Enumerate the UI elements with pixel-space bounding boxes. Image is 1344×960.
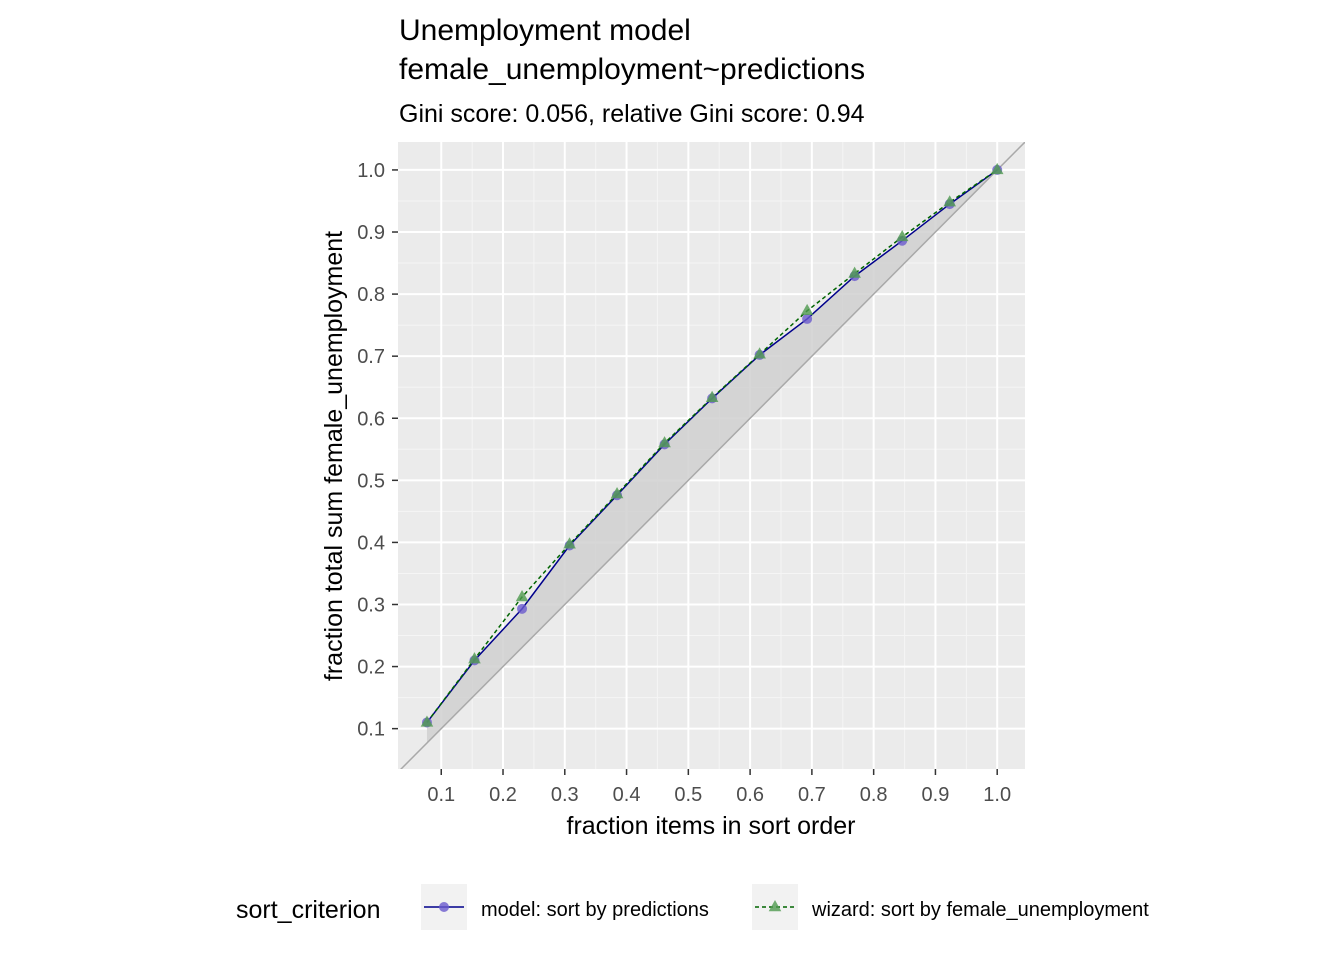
x-tick-label: 0.2: [489, 784, 517, 806]
chart-title-line-1: Unemployment model: [399, 14, 691, 47]
x-axis: 0.1 0.2 0.3 0.4 0.5 0.6 0.7 0.8 0.9 1.0: [427, 769, 1011, 806]
y-tick-label: 0.8: [357, 284, 385, 306]
x-tick-label: 0.4: [613, 784, 641, 806]
y-axis: 0.1 0.2 0.3 0.4 0.5 0.6 0.7 0.8 0.9 1.0: [357, 160, 398, 741]
legend-key-model-glyph: [424, 902, 464, 912]
x-tick-label: 0.3: [551, 784, 579, 806]
y-tick-label: 0.3: [357, 594, 385, 616]
chart-title-line-2: female_unemployment~predictions: [399, 53, 865, 86]
legend-key-wizard-glyph: [755, 900, 795, 912]
wizard-point: [895, 229, 909, 242]
x-tick-label: 1.0: [983, 784, 1011, 806]
wizard-point: [468, 652, 481, 664]
wizard-point: [943, 195, 956, 207]
y-tick-label: 0.2: [357, 657, 385, 679]
wizard-point: [515, 590, 529, 602]
x-tick-label: 0.7: [798, 784, 826, 806]
wizard-point: [753, 347, 766, 359]
y-tick-label: 0.7: [357, 346, 385, 368]
x-tick-label: 0.1: [427, 784, 455, 806]
wizard-point: [800, 303, 814, 316]
y-tick-label: 0.6: [357, 408, 385, 430]
wizard-point: [610, 486, 624, 499]
y-tick-label: 1.0: [357, 160, 385, 182]
y-axis-label: fraction total sum female_unemployment: [320, 231, 348, 681]
x-tick-label: 0.6: [736, 784, 764, 806]
model-point: [517, 603, 528, 614]
wizard-point: [705, 390, 719, 402]
wizard-point: [563, 537, 576, 549]
chart-subtitle: Gini score: 0.056, relative Gini score: …: [399, 100, 865, 128]
legend-marker-model: [439, 902, 449, 912]
wizard-point: [848, 266, 861, 278]
y-tick-label: 0.5: [357, 470, 385, 492]
model-point: [802, 313, 813, 324]
x-tick-label: 0.8: [860, 784, 888, 806]
y-tick-label: 0.1: [357, 719, 385, 741]
x-tick-label: 0.9: [922, 784, 950, 806]
x-axis-label: fraction items in sort order: [567, 812, 856, 840]
wizard-point: [990, 162, 1004, 175]
legend-title: sort_criterion: [236, 896, 381, 924]
series-points: [420, 162, 1004, 728]
y-tick-label: 0.4: [357, 532, 385, 554]
diagonal-line: [400, 142, 1025, 769]
y-tick-label: 0.9: [357, 222, 385, 244]
legend-label-model: model: sort by predictions: [481, 899, 709, 921]
x-tick-label: 0.5: [674, 784, 702, 806]
legend-marker-wizard: [768, 900, 782, 912]
legend-label-wizard: wizard: sort by female_unemployment: [811, 899, 1149, 921]
wizard-point: [420, 715, 434, 727]
diagonal-reference: [400, 142, 1025, 769]
wizard-point: [658, 436, 671, 448]
legend: sort_criterion model: sort by prediction…: [236, 884, 1149, 930]
